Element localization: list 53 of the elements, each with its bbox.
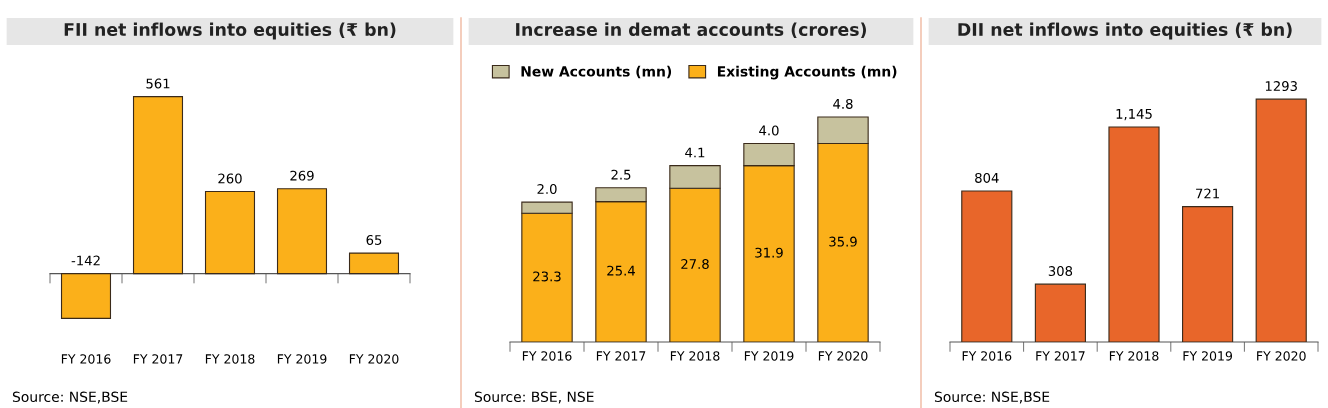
x-tick-label: FY 2020	[818, 351, 868, 361]
data-label: 1293	[1265, 81, 1297, 92]
x-tick-label: FY 2020	[349, 354, 399, 364]
x-tick-label: FY 2017	[596, 351, 646, 361]
data-label: 25.4	[607, 265, 635, 276]
data-label: 4.0	[759, 125, 779, 136]
data-label: 23.3	[533, 271, 561, 282]
data-label: 308	[1048, 266, 1073, 277]
data-label: 4.8	[833, 98, 853, 109]
data-label: 65	[366, 234, 382, 245]
x-tick-label: FY 2019	[1183, 351, 1233, 361]
chart-title: DII net inflows into equities (₹ bn)	[958, 22, 1292, 40]
bar	[276, 188, 328, 275]
data-label: 4.1	[685, 147, 705, 158]
x-tick-label: FY 2019	[277, 354, 327, 364]
bar	[204, 191, 256, 275]
bar	[348, 252, 400, 275]
data-label: 721	[1196, 188, 1219, 199]
bar	[1255, 98, 1307, 342]
bar	[60, 273, 112, 319]
x-tick-label: FY 2020	[1257, 351, 1306, 361]
bar	[132, 96, 184, 275]
x-tick-label: FY 2018	[670, 351, 720, 361]
data-label: 2.5	[611, 169, 631, 180]
data-label: 27.8	[681, 259, 709, 269]
data-label: 260	[218, 173, 242, 184]
bar	[1182, 206, 1234, 342]
x-tick-label: FY 2018	[205, 354, 255, 364]
x-tick-label: FY 2016	[522, 351, 572, 361]
bar	[1034, 283, 1086, 342]
x-tick-label: FY 2017	[133, 354, 183, 364]
source-note: Source: NSE,BSE	[12, 391, 128, 404]
legend-label: Existing Accounts (mn)	[717, 65, 897, 80]
x-tick-label: FY 2016	[962, 351, 1012, 361]
data-label: 804	[975, 172, 999, 183]
data-label: 35.9	[829, 236, 857, 247]
bar	[961, 190, 1013, 342]
chart-title: Increase in demat accounts (crores)	[516, 22, 866, 39]
x-tick-label: FY 2016	[61, 354, 111, 364]
data-label: 269	[290, 170, 314, 181]
bar	[1108, 126, 1160, 342]
data-label: 31.9	[755, 247, 783, 258]
x-tick-label: FY 2019	[744, 351, 794, 361]
data-label: -142	[71, 255, 100, 266]
source-note: Source: NSE,BSE	[934, 391, 1050, 404]
source-note: Source: BSE, NSE	[474, 391, 594, 404]
x-tick-label: FY 2017	[1036, 351, 1085, 361]
legend-label: New Accounts (mn)	[521, 65, 672, 79]
data-label: 561	[146, 78, 170, 89]
data-label: 1,145	[1116, 109, 1152, 121]
x-tick-label: FY 2018	[1109, 351, 1159, 361]
chart-title: FII net inflows into equities (₹ bn)	[64, 22, 396, 40]
data-label: 2.0	[537, 184, 557, 195]
